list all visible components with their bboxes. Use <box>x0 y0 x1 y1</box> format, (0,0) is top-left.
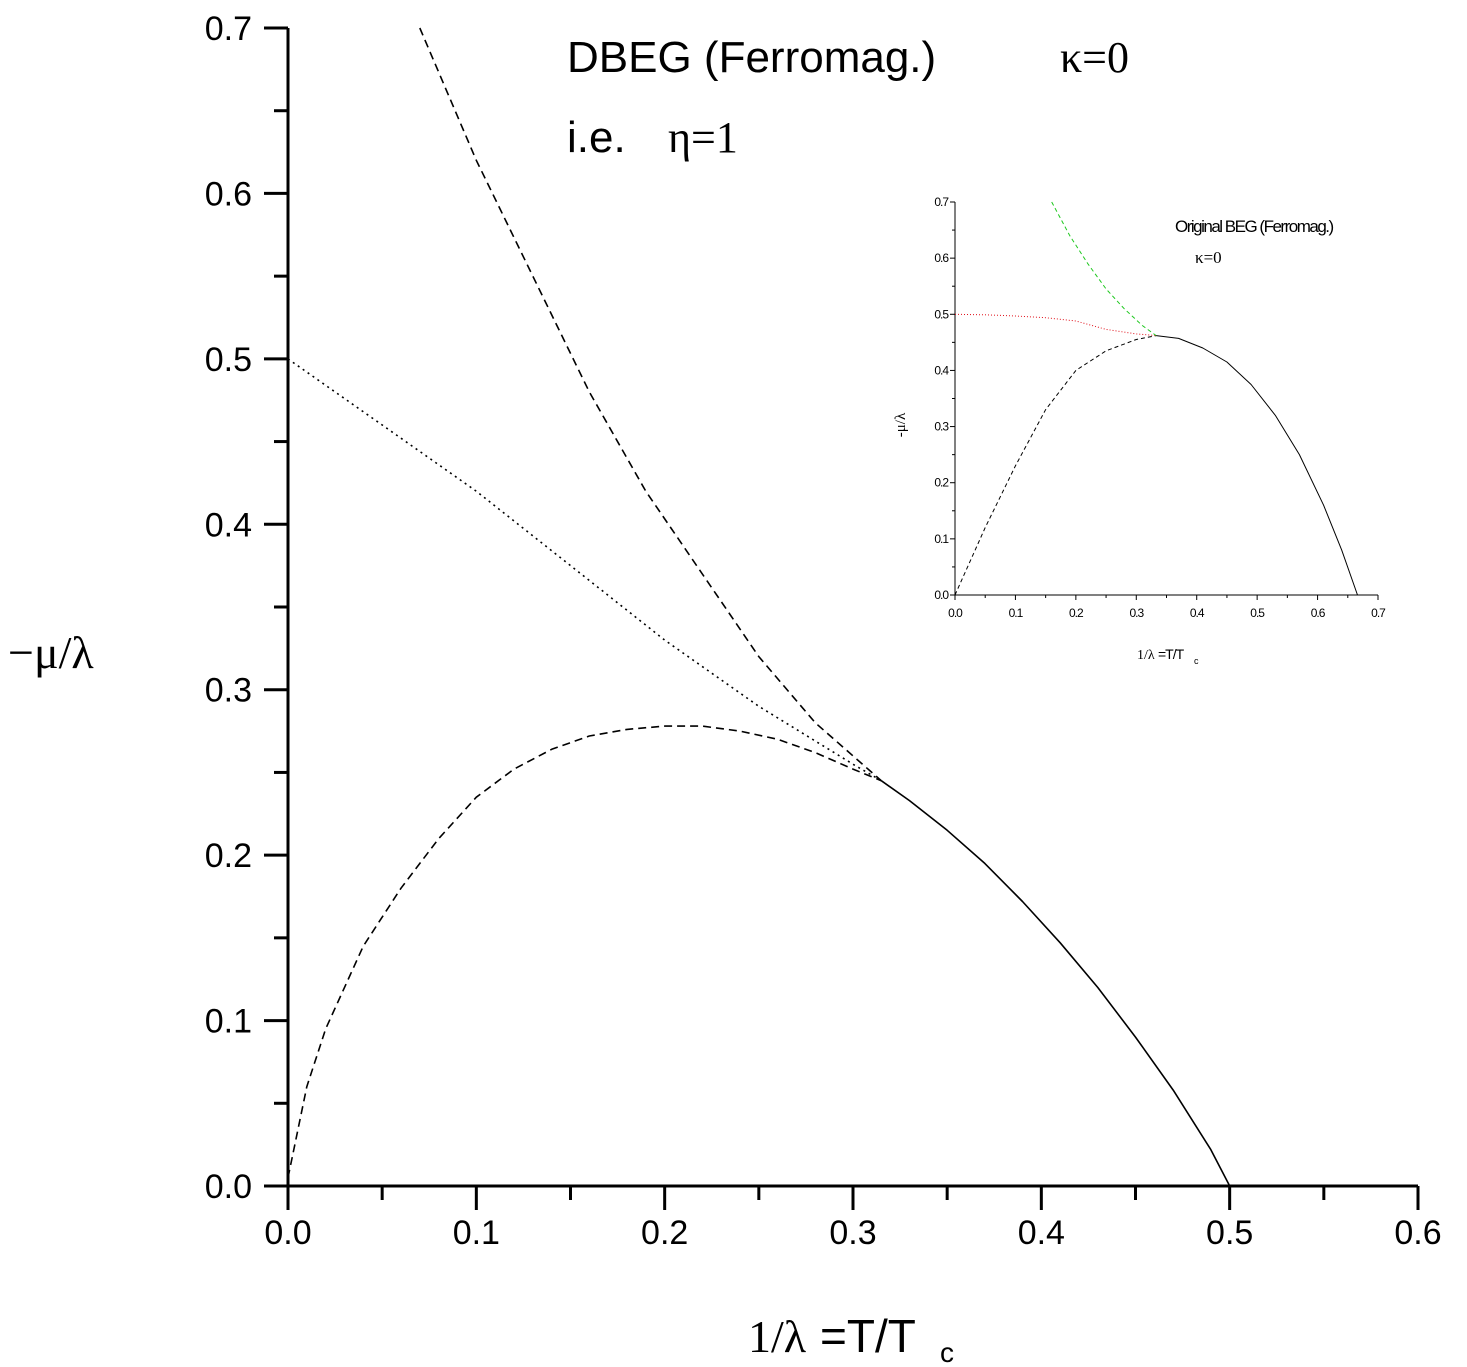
main-y-tick-label: 0.0 <box>205 1168 252 1206</box>
inset-x-tick-label: 0.4 <box>1190 606 1205 620</box>
main-y-tick-label: 0.6 <box>205 175 252 213</box>
inset-y-tick-label: 0.3 <box>934 420 949 434</box>
main-y-axis-label: −μ/λ <box>8 627 94 678</box>
inset-x-axis-label-main: =T/T <box>1158 646 1185 662</box>
inset-title-kappa: κ=0 <box>1195 248 1222 267</box>
inset-x-tick-label: 0.3 <box>1129 606 1144 620</box>
main-x-tick-label: 0.2 <box>641 1214 688 1252</box>
main-series <box>287 27 1231 1187</box>
main-x-axis-label-prefix: 1/λ <box>748 1311 807 1362</box>
main-y-tick-label: 0.4 <box>205 506 252 544</box>
inset-x-tick-label: 0.7 <box>1371 606 1386 620</box>
main-x-tick-label: 0.3 <box>829 1214 876 1252</box>
main-series-dashed-0 <box>287 725 882 1178</box>
main-y-tick-label: 0.2 <box>205 837 252 875</box>
inset-series-dashed-0 <box>954 335 1157 596</box>
inset-x-axis-label-sub: c <box>1194 656 1199 666</box>
inset-series-solid-3 <box>1156 335 1358 596</box>
inset-y-tick-label: 0.7 <box>934 195 949 209</box>
inset-x-tick-label: 0.6 <box>1311 606 1326 620</box>
main-x-tick-label: 0.4 <box>1018 1214 1065 1252</box>
main-y-tick-label: 0.7 <box>205 10 252 48</box>
inset-y-axis-label: -μ/λ <box>893 412 909 437</box>
main-x-tick-label: 0.0 <box>264 1214 311 1252</box>
main-series-solid-3 <box>880 780 1231 1187</box>
main-y-tick-label: 0.3 <box>205 672 252 710</box>
inset-x-tick-label: 0.0 <box>948 606 963 620</box>
inset-x-axis-label-prefix: 1/λ <box>1137 648 1155 663</box>
inset-y-tick-label: 0.0 <box>934 588 949 602</box>
main-series-dashed-1 <box>419 27 882 782</box>
inset-y-tick-label: 0.1 <box>934 532 949 546</box>
inset-series <box>954 201 1358 596</box>
inset-x-tick-label: 0.5 <box>1250 606 1265 620</box>
main-x-tick-label: 0.6 <box>1394 1214 1441 1252</box>
inset-series-dashed-2 <box>1051 201 1157 337</box>
main-axes <box>264 26 1420 1210</box>
inset-axes <box>950 201 1379 600</box>
inset-tick-labels: 0.0 0.1 0.2 0.3 0.4 0.5 0.6 0.7 0.0 0.1 0.2 0.3 0.4 0… <box>934 195 1387 620</box>
inset-x-tick-label: 0.1 <box>1009 606 1024 620</box>
main-tick-labels: 0.0 0.1 0.2 0.3 0.4 0.5 0.6 0.7 0.0 0.1 0.2 0.3 0.4 0… <box>205 10 1442 1252</box>
inset-y-tick-label: 0.2 <box>934 476 949 490</box>
main-x-tick-label: 0.5 <box>1206 1214 1253 1252</box>
inset-y-tick-label: 0.5 <box>934 307 949 321</box>
inset-y-tick-label: 0.4 <box>934 363 949 377</box>
inset-x-tick-label: 0.2 <box>1069 606 1084 620</box>
main-series-dotted-2 <box>287 358 882 782</box>
main-x-tick-label: 0.1 <box>453 1214 500 1252</box>
main-title-line1: DBEG (Ferromag.) <box>567 33 936 82</box>
inset-title: Original BEG (Ferromag.) <box>1175 217 1333 236</box>
inset-series-dotted-1 <box>954 313 1157 337</box>
main-y-tick-label: 0.5 <box>205 341 252 379</box>
main-title-kappa: κ=0 <box>1060 33 1129 82</box>
inset-y-tick-label: 0.6 <box>934 251 949 265</box>
main-title-line2-prefix: i.e. <box>567 113 626 162</box>
main-x-axis-label-sub: c <box>940 1337 954 1367</box>
main-x-axis-label-main: =T/T <box>820 1310 916 1362</box>
main-y-tick-label: 0.1 <box>205 1003 252 1041</box>
main-title-eta: η=1 <box>668 113 738 162</box>
